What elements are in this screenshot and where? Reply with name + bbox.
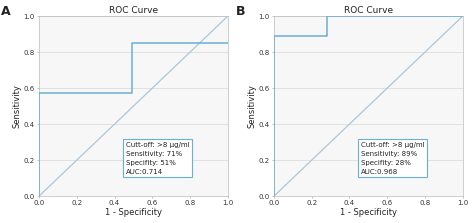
Text: A: A <box>1 5 11 18</box>
Text: B: B <box>236 5 246 18</box>
Y-axis label: Sensitivity: Sensitivity <box>247 84 256 128</box>
X-axis label: 1 - Specificity: 1 - Specificity <box>340 209 397 217</box>
X-axis label: 1 - Specificity: 1 - Specificity <box>105 209 162 217</box>
Text: Cutt-off: >8 μg/ml
Sensitivity: 71%
Specifity: 51%
AUC:0.714: Cutt-off: >8 μg/ml Sensitivity: 71% Spec… <box>126 142 190 175</box>
Text: Cutt-off: >8 μg/ml
Sensitivity: 89%
Specifity: 28%
AUC:0.968: Cutt-off: >8 μg/ml Sensitivity: 89% Spec… <box>361 142 424 175</box>
Title: ROC Curve: ROC Curve <box>344 6 393 14</box>
Y-axis label: Sensitivity: Sensitivity <box>12 84 21 128</box>
Title: ROC Curve: ROC Curve <box>109 6 158 14</box>
